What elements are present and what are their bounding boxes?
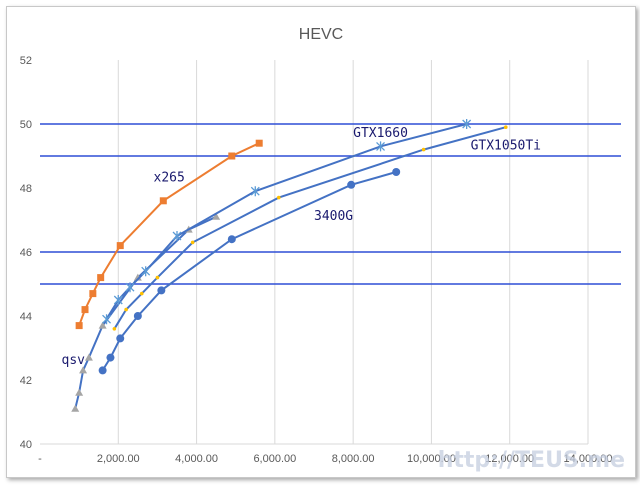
chart-title: HEVC — [299, 26, 343, 43]
series-qsv — [71, 212, 221, 412]
data-point-gtx1050ti — [421, 147, 426, 152]
y-tick-label: 46 — [20, 247, 32, 259]
data-point-3400g — [133, 312, 142, 320]
x-tick-label: 12,000.00 — [485, 453, 534, 465]
data-point-gtx1660 — [172, 231, 182, 241]
data-point-3400g — [106, 353, 115, 362]
x-tick-label: 2,000.00 — [97, 453, 140, 465]
data-point-qsv — [71, 404, 80, 412]
data-point-gtx1050ti — [124, 307, 128, 312]
annotation-gtx1660: GTX1660 — [353, 126, 408, 141]
series-line-gtx1050ti — [113, 126, 507, 330]
y-tick-label: 42 — [20, 375, 32, 387]
data-point-x265 — [97, 274, 105, 282]
data-point-gtx1050ti — [155, 275, 160, 280]
data-point-3400g — [116, 334, 125, 343]
y-tick-label: 52 — [20, 55, 32, 67]
data-point-gtx1050ti — [139, 291, 144, 296]
hevc-chart: HEVC 40 42 44 46 48 50 52 - 2,000.00 4,000.00 6,0… — [20, 26, 625, 473]
data-point-qsv — [133, 273, 142, 281]
data-point-gtx1660 — [141, 266, 151, 277]
x-tick-label: - — [38, 453, 42, 465]
data-point-gtx1660 — [376, 141, 386, 152]
data-point-x265 — [75, 322, 83, 330]
data-point-x265 — [89, 290, 97, 298]
y-tick-label: 40 — [20, 439, 32, 451]
annotation-gtx1050ti: GTX1050Ti — [471, 139, 541, 154]
series-gtx1050ti — [112, 125, 508, 331]
series-group — [71, 119, 508, 412]
data-point-x265 — [255, 139, 263, 147]
data-point-gtx1050ti — [112, 327, 117, 331]
watermark: http://TEUS.me — [438, 448, 625, 473]
data-point-3400g — [347, 180, 356, 189]
x-tick-label: 14,000.00 — [564, 453, 613, 465]
data-point-gtx1660 — [250, 186, 260, 197]
series-gtx1660 — [102, 119, 472, 325]
data-point-gtx1050ti — [276, 195, 281, 200]
data-point-gtx1660 — [125, 282, 135, 293]
x-tick-label: 6,000.00 — [253, 453, 296, 465]
annotation-3400g: 3400G — [314, 209, 353, 224]
series-annotations: x265 qsv GTX1660 GTX1050Ti 3400G — [62, 126, 541, 368]
data-point-gtx1050ti — [504, 125, 508, 129]
annotation-x265: x265 — [154, 171, 185, 186]
data-point-qsv — [98, 321, 107, 329]
x-axis-ticks: - 2,000.00 4,000.00 6,000.00 8,000.00 10,000.… — [38, 453, 612, 465]
y-axis-ticks: 40 42 44 46 48 50 52 — [20, 55, 32, 451]
data-point-3400g — [157, 286, 166, 295]
data-point-x265 — [159, 197, 167, 205]
horizontal-reference-lines — [40, 123, 621, 285]
data-point-3400g — [392, 168, 401, 176]
data-point-qsv — [79, 366, 88, 374]
data-point-3400g — [227, 235, 236, 244]
data-point-qsv — [84, 353, 93, 361]
series-3400g — [98, 168, 401, 375]
data-point-x265 — [116, 242, 124, 250]
data-point-x265 — [228, 152, 236, 160]
x-tick-label: 4,000.00 — [175, 453, 218, 465]
data-point-x265 — [81, 306, 89, 314]
series-line-qsv — [74, 215, 217, 410]
data-point-qsv — [75, 388, 84, 396]
data-point-gtx1660 — [113, 295, 123, 305]
data-point-gtx1660 — [462, 119, 472, 129]
data-point-gtx1050ti — [190, 240, 195, 245]
x-tick-label: 10,000.00 — [407, 453, 456, 465]
x-tick-label: 8,000.00 — [332, 453, 375, 465]
chart-frame: HEVC 40 42 44 46 48 50 52 - 2,000.00 4,000.00 6,0… — [6, 6, 636, 478]
annotation-qsv: qsv — [62, 353, 86, 368]
data-point-3400g — [98, 366, 107, 375]
y-tick-label: 44 — [20, 311, 32, 323]
data-point-gtx1660 — [102, 314, 112, 325]
y-tick-label: 48 — [20, 183, 32, 195]
y-tick-label: 50 — [20, 119, 32, 131]
series-x265 — [75, 139, 263, 330]
data-point-qsv — [212, 212, 221, 220]
